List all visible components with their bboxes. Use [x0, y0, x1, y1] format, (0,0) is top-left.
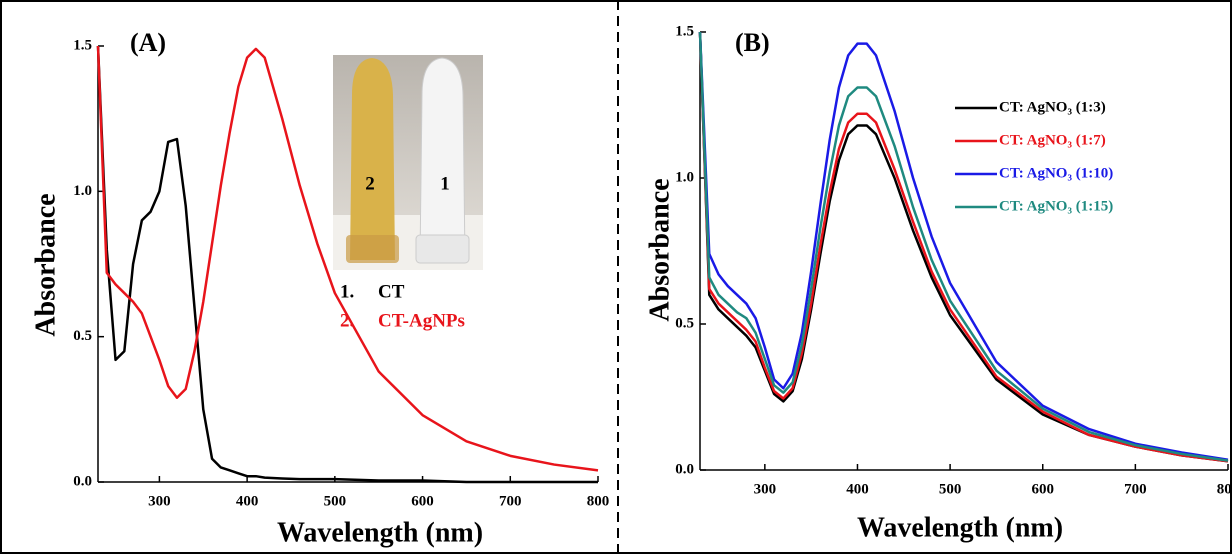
- y-axis-label: Absorbance: [644, 178, 675, 321]
- x-tick-label: 800: [587, 493, 610, 509]
- panel-a: 0.0 0.5 1.0 1.5 300 400 500 600 700 800 (A) Wavelen…: [30, 28, 609, 548]
- x-tick-label: 500: [324, 493, 347, 509]
- x-axis-label: Wavelength (nm): [277, 517, 483, 548]
- y-tick-label: 1.0: [73, 183, 92, 199]
- y-axis-label: Absorbance: [30, 193, 61, 336]
- x-tick-label: 600: [411, 493, 434, 509]
- inset-label: 1: [440, 173, 450, 194]
- series-line: [698, 31, 1229, 463]
- series-line: [698, 31, 1229, 463]
- x-tick-label: 700: [1124, 481, 1147, 497]
- legend-label: CT: AgNO₃ (1:10): [999, 165, 1113, 181]
- y-tick-label: 0.5: [675, 315, 694, 331]
- x-tick-label: 400: [846, 481, 869, 497]
- series-line: [96, 45, 599, 472]
- series-line: [698, 31, 1229, 462]
- legend-label: CT: AgNO₃ (1:3): [999, 99, 1106, 115]
- legend-number: 1.: [340, 281, 354, 302]
- panel-b: 0.0 0.5 1.0 1.5 300 400 500 600 700 800 (B) Wavelen…: [644, 23, 1232, 543]
- legend-number: 2.: [340, 310, 354, 331]
- x-tick-label: 300: [148, 493, 171, 509]
- x-tick-label: 300: [754, 481, 777, 497]
- y-tick-label: 0.5: [73, 328, 92, 344]
- panel-title: (B): [735, 28, 770, 57]
- x-tick-label: 800: [1217, 481, 1232, 497]
- series-line: [698, 31, 1229, 462]
- y-tick-label: 0.0: [675, 461, 694, 477]
- legend-label: CT: AgNO₃ (1:7): [999, 132, 1106, 148]
- legend-label: CT: [378, 281, 405, 302]
- x-tick-label: 400: [236, 493, 259, 509]
- x-tick-label: 600: [1031, 481, 1054, 497]
- inset-label: 2: [365, 173, 375, 194]
- y-tick-label: 0.0: [73, 473, 92, 489]
- inset-photo: [333, 55, 483, 270]
- x-tick-label: 700: [499, 493, 522, 509]
- legend-label: CT-AgNPs: [378, 310, 465, 331]
- y-tick-label: 1.5: [675, 23, 694, 39]
- y-tick-label: 1.5: [73, 37, 92, 53]
- legend-label: CT: AgNO₃ (1:15): [999, 198, 1113, 214]
- x-axis-label: Wavelength (nm): [857, 512, 1063, 543]
- x-tick-label: 500: [939, 481, 962, 497]
- y-tick-label: 1.0: [675, 169, 694, 185]
- series-line: [96, 45, 598, 484]
- panel-title: (A): [130, 28, 166, 57]
